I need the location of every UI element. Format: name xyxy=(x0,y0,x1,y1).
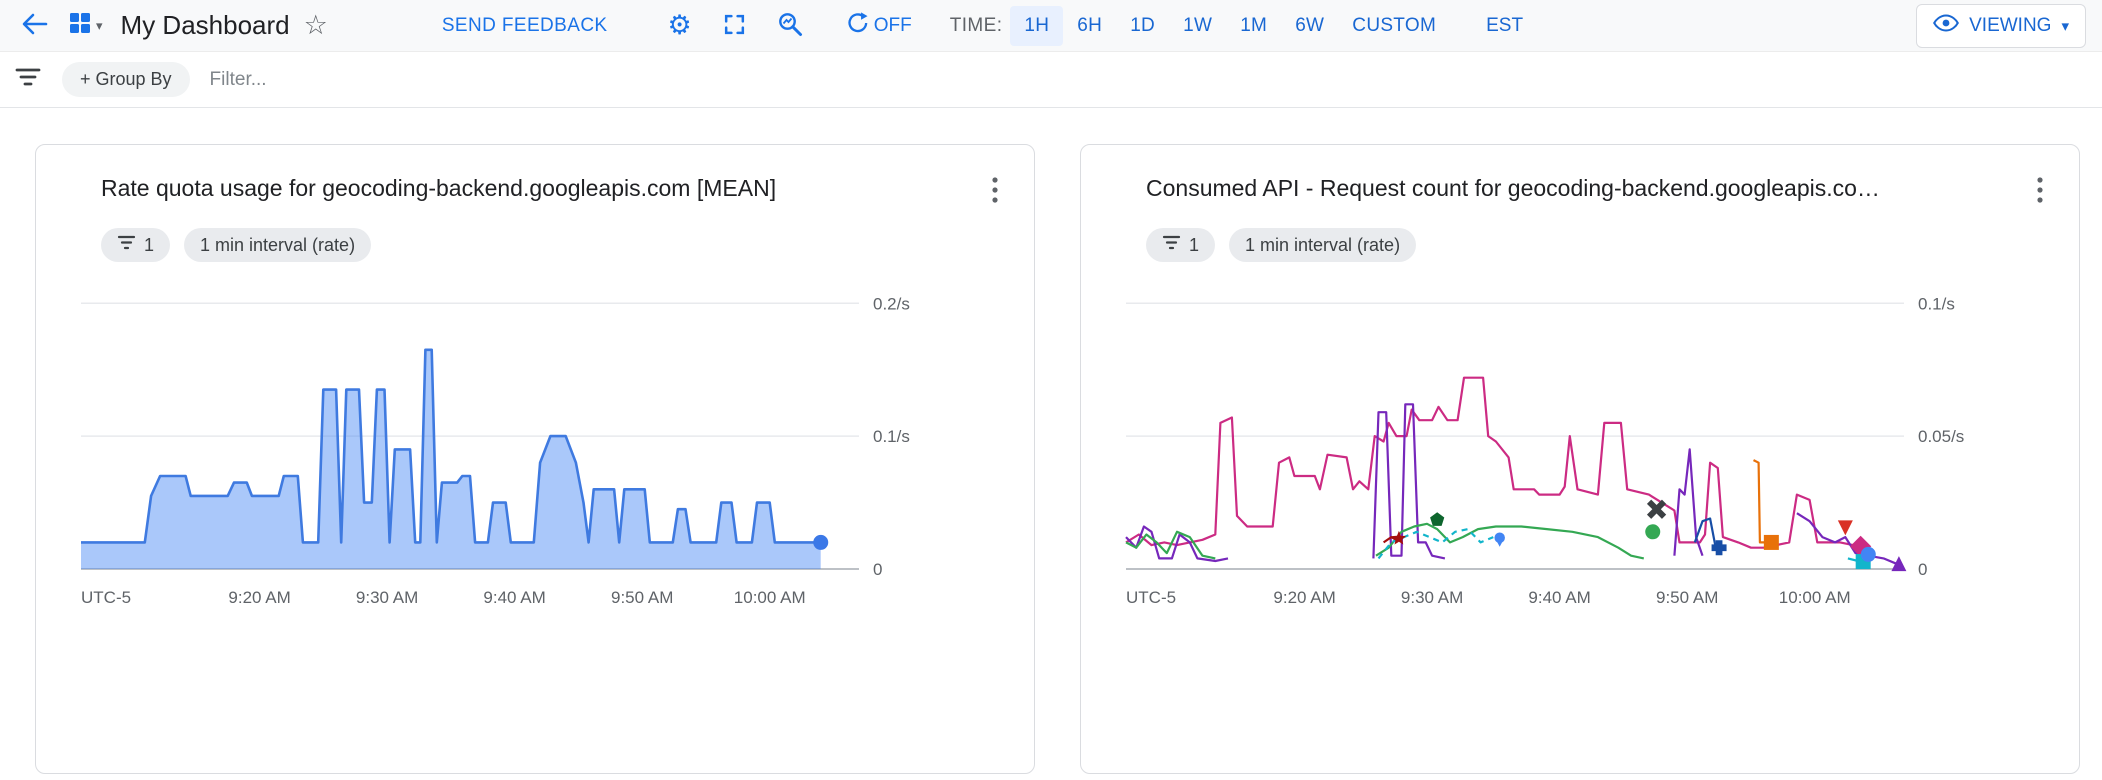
eye-icon xyxy=(1933,13,1960,38)
svg-text:9:50 AM: 9:50 AM xyxy=(611,588,673,607)
viewing-dropdown[interactable]: VIEWING ▾ xyxy=(1916,3,2086,48)
app-header: ▾ My Dashboard ☆ SEND FEEDBACK ⚙ xyxy=(0,0,2102,52)
svg-text:UTC-5: UTC-5 xyxy=(81,588,131,607)
dashboard-grid: Rate quota usage for geocoding-backend.g… xyxy=(0,108,2102,774)
svg-text:0: 0 xyxy=(1918,560,1927,579)
time-range-custom[interactable]: CUSTOM xyxy=(1352,14,1437,36)
widget-rate-quota-usage: Rate quota usage for geocoding-backend.g… xyxy=(35,144,1035,774)
consumed-api-chart-canvas[interactable]: 0.1/s 0.05/s 0 UTC-5 9:20 AM 9:30 AM 9:40 AM 9:… xyxy=(1106,276,2054,621)
filter-icon xyxy=(117,234,136,256)
widget-title: Rate quota usage for geocoding-backend.g… xyxy=(101,175,777,201)
time-range-group: 1H 6H 1D 1W 1M 6W CUSTOM xyxy=(1010,5,1450,46)
header-icon-group: ⚙ xyxy=(664,7,808,45)
kebab-icon xyxy=(991,177,999,208)
interval-chip[interactable]: 1 min interval (rate) xyxy=(184,228,372,262)
search-chart-icon xyxy=(777,11,804,41)
widget-menu-button[interactable] xyxy=(2028,171,2052,212)
svg-text:9:40 AM: 9:40 AM xyxy=(483,588,545,607)
group-by-chip[interactable]: + Group By xyxy=(62,62,190,97)
svg-text:9:20 AM: 9:20 AM xyxy=(1273,588,1335,607)
viewing-label: VIEWING xyxy=(1969,14,2052,36)
svg-text:UTC-5: UTC-5 xyxy=(1126,588,1176,607)
svg-text:9:50 AM: 9:50 AM xyxy=(1656,588,1718,607)
metrics-explorer-button[interactable] xyxy=(773,7,808,45)
widget-filter-chip[interactable]: 1 xyxy=(1146,228,1216,262)
interval-chip[interactable]: 1 min interval (rate) xyxy=(1229,228,1417,262)
svg-text:10:00 AM: 10:00 AM xyxy=(734,588,806,607)
dashboard-grid-icon xyxy=(68,11,92,40)
filter-toolbar: + Group By xyxy=(0,52,2102,108)
widget-title: Consumed API - Request count for geocodi… xyxy=(1146,175,1880,201)
svg-text:0.1/s: 0.1/s xyxy=(1918,294,1955,313)
time-range-1d[interactable]: 1D xyxy=(1130,14,1156,36)
svg-text:9:40 AM: 9:40 AM xyxy=(1528,588,1590,607)
send-feedback-link[interactable]: SEND FEEDBACK xyxy=(441,14,608,36)
rate-quota-chart-canvas[interactable]: 0.2/s 0.1/s 0 UTC-5 9:20 AM 9:30 AM 9:40 AM 9:5… xyxy=(61,276,1009,621)
chevron-down-icon: ▾ xyxy=(2061,17,2069,35)
interval-chip-label: 1 min interval (rate) xyxy=(200,234,356,255)
filter-list-icon[interactable] xyxy=(14,64,42,95)
svg-text:10:00 AM: 10:00 AM xyxy=(1779,588,1851,607)
svg-text:0: 0 xyxy=(873,560,882,579)
refresh-off-label: OFF xyxy=(873,14,912,36)
widget-menu-button[interactable] xyxy=(983,171,1007,212)
time-range-6w[interactable]: 6W xyxy=(1295,14,1325,36)
gear-icon: ⚙ xyxy=(667,10,692,40)
filter-icon xyxy=(1162,234,1181,256)
filter-count: 1 xyxy=(1189,234,1200,255)
timezone-button[interactable]: EST xyxy=(1486,14,1524,36)
time-range-1h[interactable]: 1H xyxy=(1010,5,1064,46)
chevron-down-icon: ▾ xyxy=(96,17,103,33)
svg-text:9:30 AM: 9:30 AM xyxy=(356,588,418,607)
time-range-1w[interactable]: 1W xyxy=(1183,14,1213,36)
fullscreen-icon xyxy=(722,12,747,40)
back-arrow-icon xyxy=(20,10,48,41)
time-range-1m[interactable]: 1M xyxy=(1240,14,1268,36)
svg-text:9:20 AM: 9:20 AM xyxy=(228,588,290,607)
svg-text:0.1/s: 0.1/s xyxy=(873,427,910,446)
svg-text:9:30 AM: 9:30 AM xyxy=(1401,588,1463,607)
time-range-6h[interactable]: 6H xyxy=(1077,14,1103,36)
filter-count: 1 xyxy=(144,234,155,255)
svg-text:0.2/s: 0.2/s xyxy=(873,294,910,313)
fullscreen-button[interactable] xyxy=(718,8,751,44)
favorite-star-icon[interactable]: ☆ xyxy=(303,10,328,40)
dashboard-picker[interactable]: ▾ xyxy=(68,11,103,40)
svg-text:0.05/s: 0.05/s xyxy=(1918,427,1964,446)
widget-filter-chip[interactable]: 1 xyxy=(101,228,171,262)
settings-button[interactable]: ⚙ xyxy=(664,8,696,43)
kebab-icon xyxy=(2036,177,2044,208)
filter-input[interactable] xyxy=(207,67,2088,92)
widget-consumed-api-request-count: Consumed API - Request count for geocodi… xyxy=(1080,144,2080,774)
page-title: My Dashboard xyxy=(120,10,290,40)
refresh-icon xyxy=(844,11,868,41)
time-label: TIME: xyxy=(949,14,1003,36)
interval-chip-label: 1 min interval (rate) xyxy=(1245,234,1401,255)
back-button[interactable] xyxy=(16,6,52,45)
auto-refresh-toggle[interactable]: OFF xyxy=(844,11,912,41)
